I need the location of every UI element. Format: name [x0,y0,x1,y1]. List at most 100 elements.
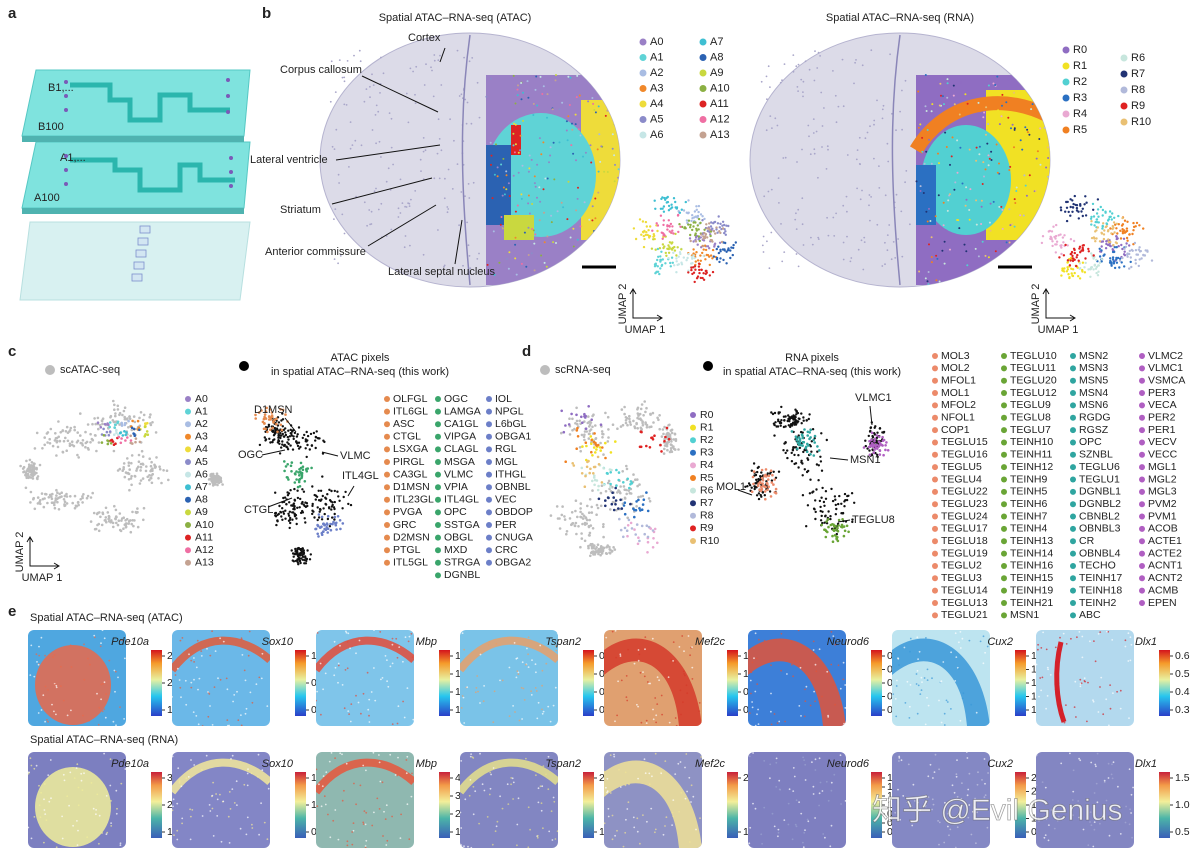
cell-dot [319,508,322,511]
map-noise [908,717,911,719]
axis-arrow [1069,314,1076,322]
legend-swatch [384,471,390,478]
legend-swatch [1070,501,1076,508]
cell-dot [850,492,854,495]
cell-dot [636,406,640,410]
panel-title: in spatial ATAC–RNA-seq (this work) [723,366,901,378]
tissue-grain [464,98,467,101]
cell-dot [284,427,287,430]
cell-dot [826,518,830,521]
map-noise [357,701,360,704]
cell-dot [838,494,841,498]
pixel-dot [570,144,573,147]
map-noise [61,837,64,840]
cell-dot [72,444,76,448]
map-noise [181,822,184,825]
cell-dot [583,539,587,543]
pixel-dot [538,186,541,189]
pixel-dot [966,264,969,267]
channel [70,82,230,123]
pixel-dot [528,167,531,170]
cell-dot [578,446,582,449]
tissue-grain [425,63,427,66]
cell-dot [635,500,638,503]
cell-dot [119,441,123,445]
legend-label: A8 [710,51,723,63]
cell-dot [295,435,299,438]
pixel-dot [941,95,944,98]
cell-dot [599,504,603,508]
tissue-grain [807,124,810,127]
pixel-dot [1001,208,1004,211]
pixel-dot [594,111,597,114]
map-noise [461,632,464,635]
cluster-pointer [321,451,339,457]
pixel-dot [1009,224,1012,227]
tissue-grain [440,84,443,86]
pixel-dot [930,236,933,239]
map-noise [821,695,823,698]
map-noise [268,641,270,644]
legend-swatch [1070,550,1076,557]
map-noise [115,789,118,792]
cell-dot [644,233,647,237]
pixel-dot [1028,133,1031,136]
cell-dot [291,559,294,562]
cell-dot [677,263,680,266]
cell-dot [570,412,573,416]
pixel-dot [964,93,967,96]
pixel-dot [611,147,614,150]
map-noise [950,651,952,654]
legend-label: DGNBL1 [1079,486,1121,498]
cell-dot [114,412,117,415]
pixel-dot [503,193,506,196]
legend-swatch [1001,427,1007,434]
cell-dot [864,444,867,448]
cell-dot [579,502,583,505]
tissue-grain [862,268,865,271]
pixel-dot [522,91,524,94]
cell-dot [687,223,690,226]
cell-dot [724,233,727,236]
legend-swatch [699,54,707,61]
legend-swatch [435,572,441,579]
cell-dot [131,510,134,514]
cell-dot [75,505,78,508]
cell-dot [277,433,280,437]
cell-dot [107,515,111,519]
legend-swatch [639,100,647,108]
tissue-grain [784,156,787,159]
tissue-grain [904,181,906,184]
cell-dot [1107,241,1111,244]
pixel-dot [1000,115,1003,118]
cell-dot [1050,230,1054,233]
cell-dot [699,213,703,216]
pixel-dot [923,162,926,165]
inlet [229,184,233,188]
cell-dot [113,426,116,429]
map-noise [751,701,753,703]
pixel-dot [571,122,573,125]
cell-dot [667,257,670,260]
pixel-dot [977,255,980,258]
legend-label: R0 [700,409,714,421]
map-noise [691,646,693,648]
colorbar-tick-label: 2 [167,799,173,811]
tissue-grain [433,59,436,62]
cell-dot [625,467,629,471]
chip-edge-b [22,136,244,142]
cell-dot [793,421,796,424]
cell-dot [873,448,876,451]
cell-dot [731,253,734,257]
legend-label: TEINH17 [1079,572,1122,584]
tissue-grain [814,50,816,52]
cell-dot [632,507,635,511]
tissue-grain [796,161,798,163]
cell-dot [332,520,335,524]
cell-dot [123,406,127,410]
tissue-grain [795,253,798,255]
legend-label: ACTE2 [1148,547,1182,559]
cell-dot [622,504,626,507]
map-noise [198,677,201,680]
legend-swatch [639,85,647,92]
